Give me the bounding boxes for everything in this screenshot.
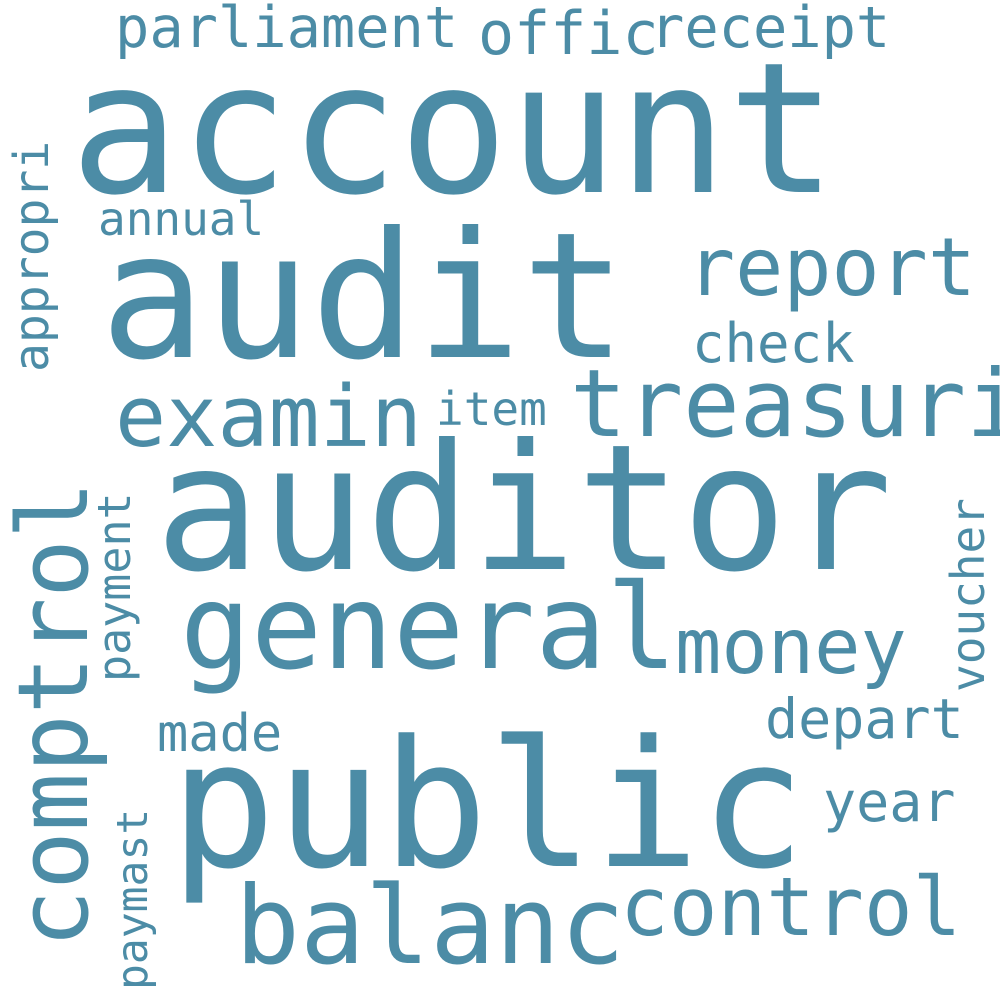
word-made: made xyxy=(157,704,283,764)
word-parliament: parliament xyxy=(115,0,459,61)
word-annual: annual xyxy=(98,192,265,246)
word-depart: depart xyxy=(765,687,964,751)
word-item: item xyxy=(436,382,547,436)
word-payment: payment xyxy=(88,492,141,682)
word-general: general xyxy=(180,558,678,696)
word-year: year xyxy=(823,770,956,834)
word-check: check xyxy=(692,312,855,375)
word-voucher: voucher xyxy=(941,498,995,692)
word-auditor: auditor xyxy=(155,408,893,611)
word-offic: offic xyxy=(478,0,659,69)
word-paymast: paymast xyxy=(108,808,158,990)
word-account: account xyxy=(70,23,838,235)
word-balanc: balanc xyxy=(235,864,626,989)
word-examin: examin xyxy=(115,368,423,467)
word-public: public xyxy=(170,703,806,908)
word-appropri: appropri xyxy=(4,140,60,372)
word-money: money xyxy=(675,603,907,692)
word-treasuri: treasuri xyxy=(570,350,1000,459)
word-receipt: receipt xyxy=(650,0,891,61)
word-report: report xyxy=(687,221,976,314)
word-audit: audit xyxy=(100,196,627,399)
word-control: control xyxy=(620,861,962,955)
